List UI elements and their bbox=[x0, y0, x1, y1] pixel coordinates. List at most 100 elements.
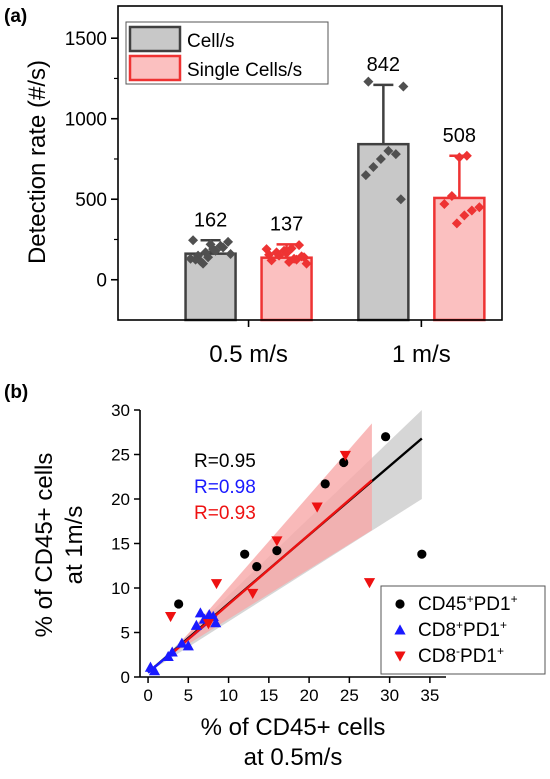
scatter-point bbox=[320, 479, 330, 489]
panel-b-x-tick-label: 30 bbox=[380, 686, 399, 705]
panel-b-x-tick-label: 10 bbox=[219, 686, 238, 705]
panel-b-y-tick-label: 20 bbox=[111, 490, 130, 509]
confidence-band bbox=[168, 423, 372, 657]
bar-data-point bbox=[395, 194, 406, 205]
scatter-point bbox=[165, 612, 177, 623]
scatter-point bbox=[194, 607, 206, 618]
panel-a-y-tick-label: 0 bbox=[96, 271, 107, 292]
panel-b-correlations: R=0.95 R=0.98 R=0.93 bbox=[194, 451, 256, 524]
panel-b-legend: CD45+PD1+ CD8+PD1+ CD8-PD1+ bbox=[380, 585, 546, 675]
panel-b-legend-box bbox=[380, 585, 546, 675]
scatter-point bbox=[210, 617, 222, 628]
scatter-point bbox=[202, 619, 215, 630]
panel-b-x-ticks: 0 5 10 15 20 25 30 35 bbox=[143, 677, 439, 705]
panel-b-x-axis-label-line2: at 0.5m/s bbox=[244, 744, 343, 771]
bar-data-point bbox=[289, 253, 300, 264]
panel-a-label: (a) bbox=[4, 6, 27, 27]
bar-data-point bbox=[188, 235, 199, 246]
fit-line bbox=[167, 479, 373, 658]
bar-value-label: 162 bbox=[194, 209, 227, 231]
bar-data-point bbox=[193, 250, 204, 261]
bar-data-point bbox=[301, 258, 312, 269]
legend-label-cells: Cell/s bbox=[187, 31, 235, 52]
legend-label-single-cells: Single Cells/s bbox=[187, 60, 302, 81]
legend-label: CD8-PD1+ bbox=[418, 644, 504, 667]
bar-data-point bbox=[210, 245, 221, 256]
panel-a-plot-frame bbox=[117, 5, 503, 321]
panel-b-label: (b) bbox=[4, 382, 28, 403]
bar-data-point bbox=[459, 210, 470, 221]
bar-data-point bbox=[294, 240, 305, 251]
scatter-point bbox=[363, 578, 376, 589]
bar-data-point bbox=[375, 153, 386, 164]
bar-data-point bbox=[398, 81, 409, 92]
panel-b: (b) 0 5 10 15 20 25 30 0 5 10 15 20 25 30 35 % of CD4… bbox=[4, 382, 546, 771]
correlation-label: R=0.93 bbox=[194, 503, 256, 524]
panel-b-points bbox=[144, 432, 427, 676]
bar-value-label: 137 bbox=[270, 213, 303, 235]
scatter-point bbox=[166, 646, 178, 657]
panel-a-legend: Cell/s Single Cells/s bbox=[125, 21, 329, 85]
panel-b-x-tick-label: 5 bbox=[184, 686, 193, 705]
panel-a-x-tick-label: 0.5 m/s bbox=[209, 341, 288, 368]
bar-data-point bbox=[266, 255, 277, 266]
scatter-point bbox=[417, 549, 427, 559]
scatter-point bbox=[339, 450, 351, 461]
scatter-point bbox=[381, 432, 391, 442]
legend-swatch-cells bbox=[128, 25, 182, 53]
panel-b-y-ticks: 0 5 10 15 20 25 30 bbox=[111, 401, 140, 687]
scatter-point bbox=[240, 549, 250, 559]
correlation-label: R=0.98 bbox=[194, 477, 256, 498]
panel-a-x-ticks: 0.5 m/s 1 m/s bbox=[209, 320, 451, 368]
legend-marker bbox=[394, 624, 406, 635]
panel-b-x-tick-label: 25 bbox=[340, 686, 359, 705]
scatter-point bbox=[272, 546, 282, 556]
bar-data-point bbox=[466, 205, 477, 216]
legend-marker bbox=[394, 651, 406, 662]
panel-b-x-axis-label-line1: % of CD45+ cells bbox=[201, 714, 386, 741]
bar-data-point bbox=[218, 242, 229, 253]
scatter-point bbox=[339, 457, 349, 468]
legend-label: CD45+PD1+ bbox=[418, 592, 518, 615]
bar-data-point bbox=[281, 248, 292, 259]
scatter-point bbox=[176, 637, 188, 648]
legend-swatch-single-cells bbox=[128, 54, 182, 82]
correlation-label: R=0.95 bbox=[194, 451, 256, 472]
panel-b-y-tick-label: 15 bbox=[111, 535, 130, 554]
bar-data-point bbox=[474, 202, 485, 213]
bar-value-label: 842 bbox=[367, 54, 400, 76]
bar-data-point bbox=[296, 251, 307, 262]
bar-data-point bbox=[360, 170, 371, 181]
panel-b-y-axis-label-line1: % of CD45+ cells bbox=[31, 453, 58, 638]
panel-a: (a) 162 842 137 508 0 500 1000 1500 0.5 m/s 1 m… bbox=[4, 5, 503, 368]
panel-b-confidence-bands bbox=[148, 410, 422, 673]
bar-data-point bbox=[363, 76, 374, 87]
bar-data-point bbox=[261, 244, 272, 255]
panel-b-y-axis-label-line2: at 1m/s bbox=[61, 506, 88, 585]
scatter-point bbox=[190, 619, 202, 630]
panel-a-x-tick-label: 1 m/s bbox=[392, 341, 451, 368]
bar-data-point bbox=[274, 250, 285, 261]
panel-b-y-tick-label: 30 bbox=[111, 401, 130, 420]
bar-data-point bbox=[390, 149, 401, 160]
panel-a-y-ticks: 0 500 1000 1500 bbox=[65, 29, 118, 292]
panel-a-bars-layer: 162 842 137 508 bbox=[184, 54, 486, 322]
panel-b-y-tick-label: 25 bbox=[111, 446, 130, 465]
bar-data-point bbox=[198, 258, 209, 269]
scatter-point bbox=[271, 536, 283, 547]
panel-a-y-tick-label: 1000 bbox=[65, 110, 107, 131]
scatter-point bbox=[174, 599, 184, 609]
bar bbox=[433, 196, 486, 322]
bar-data-point bbox=[225, 248, 236, 259]
scatter-point bbox=[148, 665, 161, 676]
bar bbox=[184, 252, 237, 322]
bar-data-point bbox=[439, 199, 450, 210]
scatter-point bbox=[252, 562, 262, 572]
bar-data-point bbox=[368, 162, 379, 173]
scatter-point bbox=[311, 502, 323, 513]
bar-data-point bbox=[446, 191, 457, 202]
panel-a-y-axis-label: Detection rate (#/s) bbox=[24, 60, 51, 264]
legend-marker bbox=[395, 599, 405, 609]
panel-b-y-tick-label: 5 bbox=[121, 624, 130, 643]
bar-data-point bbox=[461, 150, 472, 161]
